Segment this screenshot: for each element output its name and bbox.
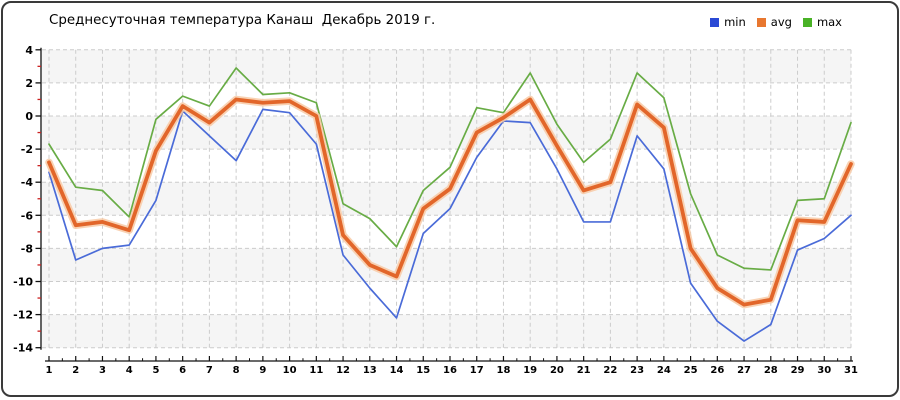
avg-series-line — [47, 97, 853, 307]
x-tick-label: 7 — [206, 365, 213, 376]
legend-item-avg: avg — [756, 15, 792, 29]
y-tick-label: -6 — [21, 209, 34, 222]
legend-item-min: min — [710, 15, 746, 29]
max-series-swatch — [802, 17, 812, 27]
avg-series-swatch — [756, 17, 766, 27]
x-tick-label: 23 — [630, 365, 644, 376]
legend-item-max: max — [802, 15, 842, 29]
x-axis: 1 2 3 4 5 6 7 8 9 10 11 12 13 14 15 16 17 18 19 20 21 22 23 24 2… — [45, 356, 858, 376]
x-tick-label: 22 — [603, 365, 617, 376]
plot-bands — [42, 49, 851, 348]
x-tick-label: 8 — [233, 365, 240, 376]
x-tick-label: 31 — [844, 365, 858, 376]
y-tick-label: 0 — [25, 110, 33, 123]
x-tick-label: 11 — [309, 365, 323, 376]
x-tick-label: 16 — [443, 365, 457, 376]
x-tick-label: 25 — [684, 365, 698, 376]
x-tick-label: 24 — [657, 365, 671, 376]
x-tick-label: 20 — [550, 365, 564, 376]
x-tick-label: 12 — [336, 365, 350, 376]
x-tick-label: 1 — [46, 365, 53, 376]
legend-label-max: max — [816, 15, 842, 29]
x-tick-label: 26 — [710, 365, 724, 376]
x-tick-label: 18 — [497, 365, 511, 376]
x-tick-label: 14 — [390, 365, 404, 376]
x-tick-label: 27 — [737, 365, 751, 376]
y-tick-label: -8 — [21, 242, 33, 255]
x-tick-label: 21 — [577, 365, 591, 376]
chart-title: Среднесуточная температура Канаш Декабрь… — [49, 13, 436, 28]
x-tick-label: 2 — [72, 365, 79, 376]
x-tick-label: 15 — [416, 365, 430, 376]
y-tick-label: -10 — [13, 276, 33, 289]
x-tick-label: 13 — [363, 365, 377, 376]
x-tick-label: 6 — [179, 365, 186, 376]
y-tick-label: -12 — [13, 309, 33, 322]
max-series-line — [48, 67, 852, 271]
y-tick-label: -2 — [21, 143, 33, 156]
x-tick-label: 29 — [791, 365, 805, 376]
x-tick-label: 10 — [283, 365, 297, 376]
legend: min avg max — [710, 15, 842, 29]
min-series-swatch — [710, 17, 720, 27]
x-tick-label: 17 — [470, 365, 484, 376]
y-axis: 4 2 0 -2 -4 -6 -8 -10 -12 -14 — [13, 44, 42, 355]
x-tick-label: 19 — [523, 365, 537, 376]
legend-label-avg: avg — [770, 15, 792, 29]
legend-label-min: min — [724, 15, 746, 29]
x-tick-label: 5 — [152, 365, 159, 376]
x-tick-label: 30 — [817, 365, 831, 376]
y-tick-label: 4 — [25, 44, 33, 57]
x-tick-label: 3 — [99, 365, 106, 376]
x-tick-label: 9 — [259, 365, 266, 376]
y-tick-label: -4 — [21, 176, 34, 189]
series-lines — [45, 67, 855, 342]
y-tick-label: 2 — [25, 77, 33, 90]
x-tick-label: 28 — [764, 365, 778, 376]
y-tick-label: -14 — [13, 342, 33, 355]
x-tick-label: 4 — [126, 365, 133, 376]
